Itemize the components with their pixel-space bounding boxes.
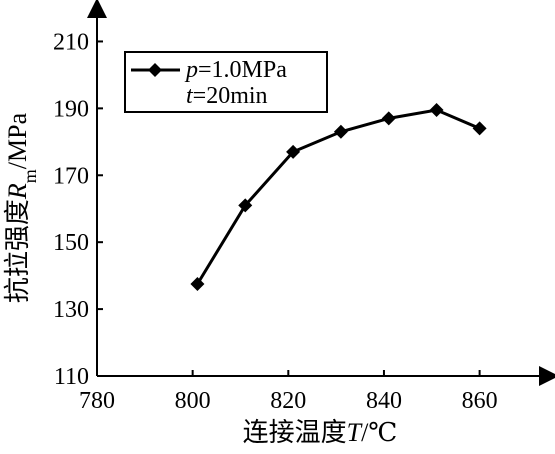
y-tick-label-5: 210 [53, 29, 89, 55]
data-point-0-1 [238, 198, 253, 213]
y-axis-title-unit: /MPa [3, 112, 32, 169]
data-point-0-6 [472, 121, 487, 136]
x-tick-label-2: 820 [270, 388, 306, 414]
legend-line-1: p=1.0MPa [184, 57, 287, 83]
legend-marker [148, 63, 162, 77]
data-point-0-4 [381, 111, 396, 126]
legend-line-2: t=20min [186, 83, 268, 109]
x-axis-title: 连接温度T/℃ [243, 418, 398, 447]
axes [87, 0, 555, 386]
x-axis-title-prefix: 连接温度 [243, 418, 347, 447]
legend-pressure-symbol: p [184, 57, 198, 83]
y-axis-title: 抗拉强度Rm/MPa [3, 112, 40, 303]
data-point-0-2 [286, 144, 301, 159]
legend: p=1.0MPa t=20min [124, 51, 328, 113]
y-tick-label-2: 150 [53, 230, 89, 256]
x-tick-label-0: 780 [79, 388, 115, 414]
x-tick-label-1: 800 [175, 388, 211, 414]
x-ticks: 780 800 820 840 860 [79, 370, 498, 414]
y-axis-title-prefix: 抗拉强度 [3, 199, 32, 303]
y-tick-label-4: 190 [53, 96, 89, 122]
y-tick-label-1: 130 [53, 297, 89, 323]
data-point-0-5 [429, 103, 444, 118]
data-point-0-0 [190, 277, 205, 291]
x-tick-label-4: 860 [462, 388, 498, 414]
legend-pressure-value: =1.0MPa [198, 57, 287, 83]
x-tick-label-3: 840 [366, 388, 402, 414]
y-tick-label-3: 170 [53, 163, 89, 189]
series-layer [190, 103, 487, 291]
legend-box [124, 51, 328, 113]
data-point-0-3 [333, 124, 348, 139]
y-axis-title-symbol: R [3, 183, 32, 200]
y-ticks: 110 130 150 170 190 210 [53, 29, 103, 390]
x-axis-title-symbol: T [347, 418, 363, 447]
legend-time-symbol: t [186, 83, 194, 109]
legend-time-value: =20min [193, 83, 268, 109]
y-axis-title-subscript: m [20, 169, 40, 183]
x-axis-title-unit: /℃ [361, 418, 397, 447]
y-tick-label-0: 110 [54, 364, 89, 390]
